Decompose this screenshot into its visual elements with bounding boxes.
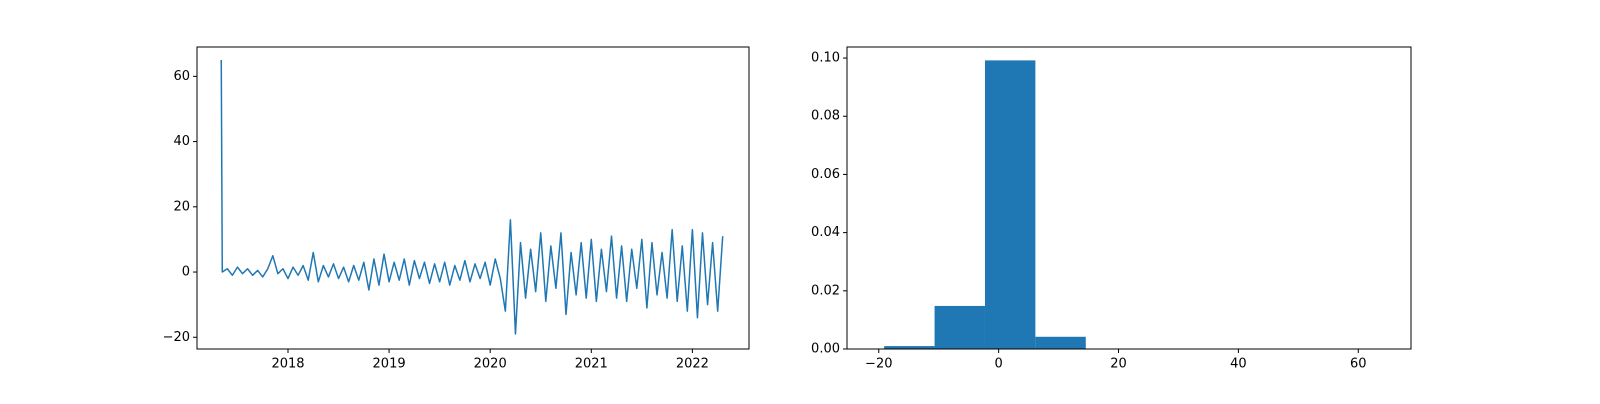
y-tick-label: 60: [173, 69, 190, 84]
axes-frame: [197, 47, 749, 349]
hist-bar: [935, 306, 985, 349]
y-tick-label: 0.00: [811, 342, 840, 357]
y-tick-label: 0.10: [811, 51, 840, 66]
axes-frame: [847, 47, 1411, 349]
y-tick-label: 0.04: [811, 225, 840, 240]
x-tick-label: 2019: [373, 357, 406, 372]
y-tick-label: −20: [163, 330, 190, 345]
x-tick-label: 2021: [575, 357, 608, 372]
y-tick-label: 0.06: [811, 167, 840, 182]
x-tick-label: 0: [994, 357, 1002, 372]
x-tick-label: 2018: [271, 357, 304, 372]
x-tick-label: 2022: [676, 357, 709, 372]
data-line: [221, 60, 722, 334]
y-tick-label: 20: [173, 199, 190, 214]
hist-bar: [985, 60, 1035, 349]
x-tick-label: −20: [865, 357, 892, 372]
x-tick-label: 60: [1350, 357, 1367, 372]
x-tick-label: 20: [1110, 357, 1127, 372]
y-tick-label: 40: [173, 134, 190, 149]
y-tick-label: 0.02: [811, 283, 840, 298]
x-tick-label: 2020: [474, 357, 507, 372]
hist-bar: [1035, 337, 1085, 349]
x-tick-label: 40: [1230, 357, 1247, 372]
y-tick-label: 0: [182, 265, 190, 280]
y-tick-label: 0.08: [811, 109, 840, 124]
